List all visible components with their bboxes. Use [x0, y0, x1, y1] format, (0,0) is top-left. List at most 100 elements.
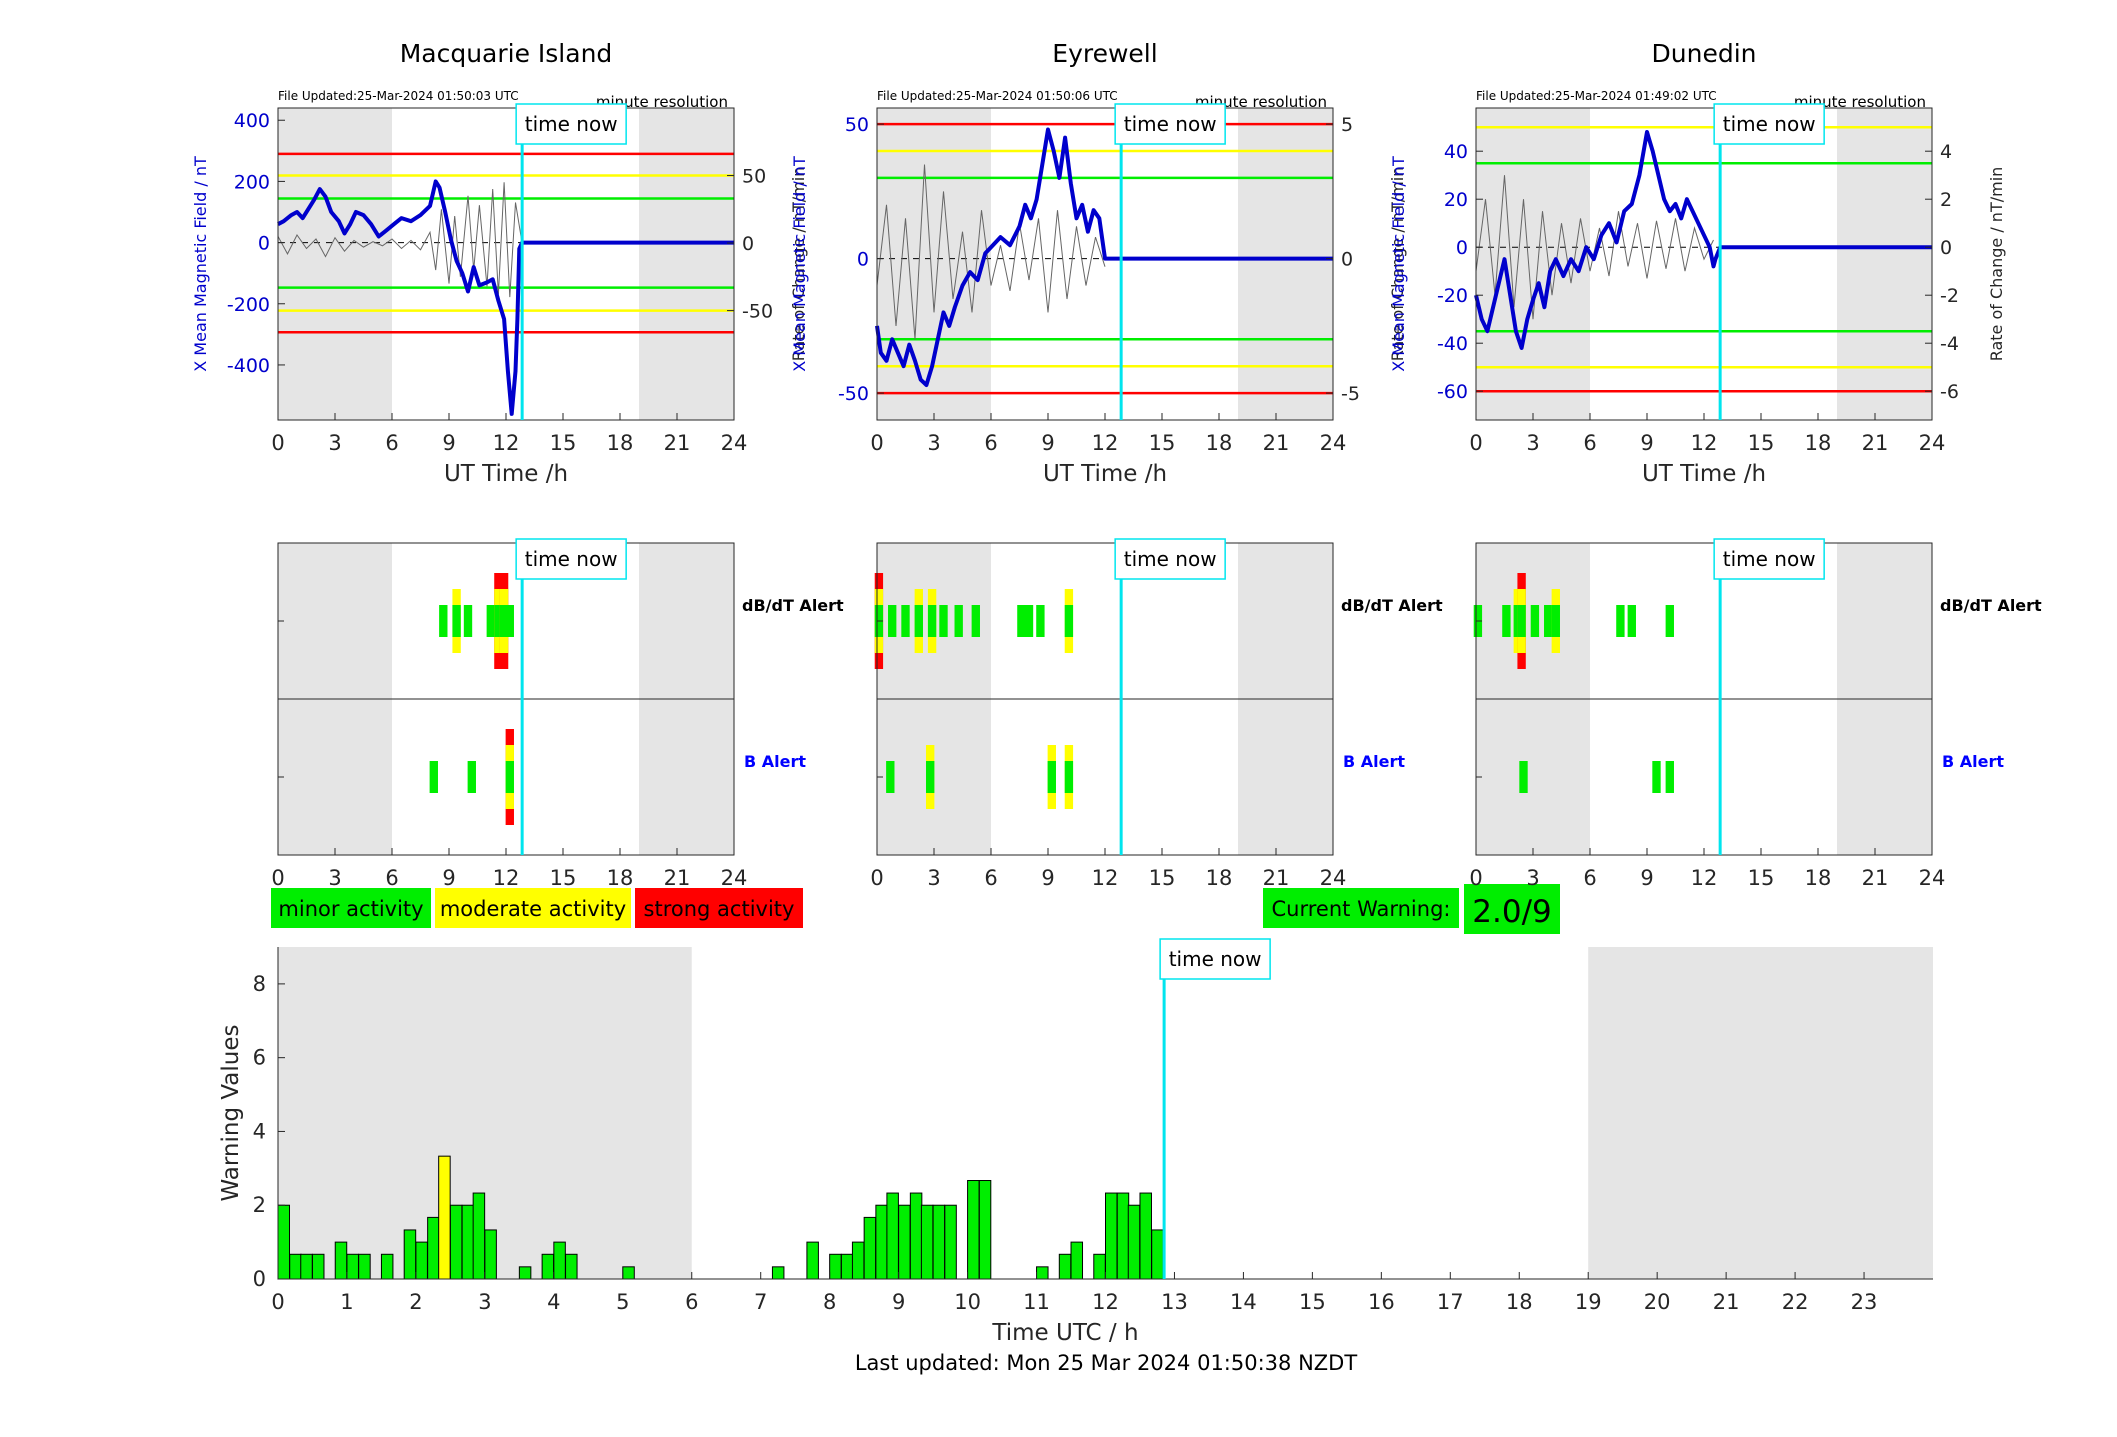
- mean-field-line: [1474, 130, 1932, 350]
- x-tick-label: 9: [1041, 866, 1054, 890]
- right-tick-label: 0: [1940, 237, 1952, 259]
- x-tick-label: 21: [1263, 431, 1290, 455]
- dbdt-alert-mark: [452, 605, 461, 637]
- x-tick-label: 2: [409, 1290, 422, 1314]
- warning-bar: [932, 1204, 946, 1280]
- dbdt-alert-mark: [499, 605, 509, 637]
- legend-minor-label: minor activity: [278, 897, 423, 921]
- dbdt-alert-mark: [1024, 605, 1034, 637]
- dbdt-alert-mark: [1517, 605, 1526, 637]
- x-tick-label: 24: [1320, 866, 1347, 890]
- dbdt-alert-label: dB/dT Alert: [1940, 596, 2042, 615]
- warning-bar: [829, 1253, 842, 1280]
- time-now-label: time now: [1169, 947, 1262, 971]
- time-now-box: [515, 103, 627, 145]
- time-now-label: time now: [525, 112, 618, 136]
- y-tick-label: 2: [253, 1193, 266, 1217]
- warning-bar: [1116, 1192, 1130, 1280]
- x-tick-label: 0: [1469, 866, 1482, 890]
- x-tick-label: 3: [1526, 866, 1539, 890]
- right-tick-label: -6: [1940, 381, 1959, 403]
- x-tick-label: 12: [1092, 431, 1119, 455]
- x-tick-label: 15: [1149, 866, 1176, 890]
- current-warning-label-box: [1263, 888, 1459, 928]
- warning-bar: [358, 1253, 371, 1280]
- b-alert-mark: [926, 761, 935, 793]
- file-updated: File Updated:25-Mar-2024 01:49:02 UTC: [1476, 89, 1717, 103]
- x-tick-label: 15: [1748, 431, 1775, 455]
- warning-bar: [415, 1241, 428, 1280]
- left-tick-label: 0: [258, 233, 270, 255]
- y-tick-label: 0: [253, 1267, 266, 1291]
- y-tick-label: 8: [253, 972, 266, 996]
- warning-bar: [875, 1204, 888, 1280]
- legend-moderate-label: moderate activity: [440, 897, 626, 921]
- night-shade: [1588, 947, 1933, 1279]
- field-axis-label: X Mean Magnetic Field / nT: [1389, 156, 1408, 372]
- warning-bar: [438, 1155, 451, 1280]
- dbdt-alert-mark: [1616, 605, 1625, 637]
- right-tick-label: 0: [742, 233, 754, 255]
- x-tick-label: 20: [1644, 1290, 1671, 1314]
- x-tick-label: 12: [1092, 1290, 1119, 1314]
- b-alert-mark: [429, 761, 438, 793]
- station-panel-2: Dunedin File Updated:25-Mar-2024 01:49:02…: [1389, 39, 2042, 890]
- x-tick-label: 23: [1851, 1290, 1878, 1314]
- time-now-label: time now: [1723, 112, 1816, 136]
- time-now-box: [1159, 938, 1271, 980]
- x-tick-label: 13: [1161, 1290, 1188, 1314]
- time-now-label: time now: [1723, 547, 1816, 571]
- x-tick-label: 0: [271, 1290, 284, 1314]
- x-axis-label: Time UTC / h: [991, 1320, 1138, 1346]
- dbdt-alert-mark: [1544, 605, 1553, 637]
- time-now-box: [1713, 538, 1825, 580]
- right-tick-label: 5: [1341, 114, 1353, 136]
- warning-bar: [565, 1253, 578, 1280]
- x-tick-label: 9: [1041, 431, 1054, 455]
- dbdt-alert-mark: [927, 605, 937, 637]
- x-tick-label: 3: [478, 1290, 491, 1314]
- current-warning-value: 2.0/9: [1472, 894, 1551, 930]
- x-tick-label: 0: [1469, 431, 1482, 455]
- warning-bar: [484, 1229, 497, 1280]
- left-tick-label: -60: [1437, 381, 1468, 403]
- left-tick-label: 200: [234, 171, 270, 193]
- dbdt-alert-mark: [1627, 605, 1636, 637]
- resolution-label: minute resolution: [596, 93, 728, 111]
- x-tick-label: 9: [442, 866, 455, 890]
- b-alert-mark: [1047, 761, 1056, 793]
- x-tick-label: 7: [754, 1290, 767, 1314]
- x-tick-label: 9: [1640, 431, 1653, 455]
- x-tick-label: 6: [1583, 866, 1596, 890]
- warning-bar: [1093, 1253, 1106, 1280]
- warning-bar: [1139, 1192, 1152, 1280]
- x-tick-label: 16: [1368, 1290, 1395, 1314]
- rate-axis-label: Rate of Change / nT/min: [789, 167, 808, 362]
- night-shade: [278, 108, 392, 420]
- left-tick-label: 40: [1444, 141, 1468, 163]
- x-tick-label: 24: [1919, 431, 1946, 455]
- file-updated: File Updated:25-Mar-2024 01:50:06 UTC: [877, 89, 1118, 103]
- right-tick-label: -4: [1940, 333, 1959, 355]
- field-axis-label: X Mean Magnetic Field / nT: [191, 156, 210, 372]
- x-tick-label: 14: [1230, 1290, 1257, 1314]
- dbdt-alert-mark: [505, 605, 514, 637]
- x-tick-label: 15: [1149, 431, 1176, 455]
- x-tick-label: 0: [271, 866, 284, 890]
- b-alert-mark: [1519, 761, 1528, 793]
- x-tick-label: 12: [493, 431, 520, 455]
- dbdt-alert-mark: [463, 605, 473, 637]
- warning-bar: [771, 1266, 785, 1280]
- legend-minor-swatch: [271, 888, 431, 928]
- warning-bar: [289, 1253, 302, 1280]
- x-tick-label: 3: [328, 866, 341, 890]
- b-alert-label: B Alert: [744, 752, 806, 771]
- x-tick-label: 24: [721, 866, 748, 890]
- warning-bar: [334, 1241, 348, 1280]
- time-now-box: [1114, 103, 1226, 145]
- y-axis-label: Warning Values: [218, 1024, 244, 1201]
- x-tick-label: 9: [892, 1290, 905, 1314]
- warning-bar: [863, 1216, 877, 1280]
